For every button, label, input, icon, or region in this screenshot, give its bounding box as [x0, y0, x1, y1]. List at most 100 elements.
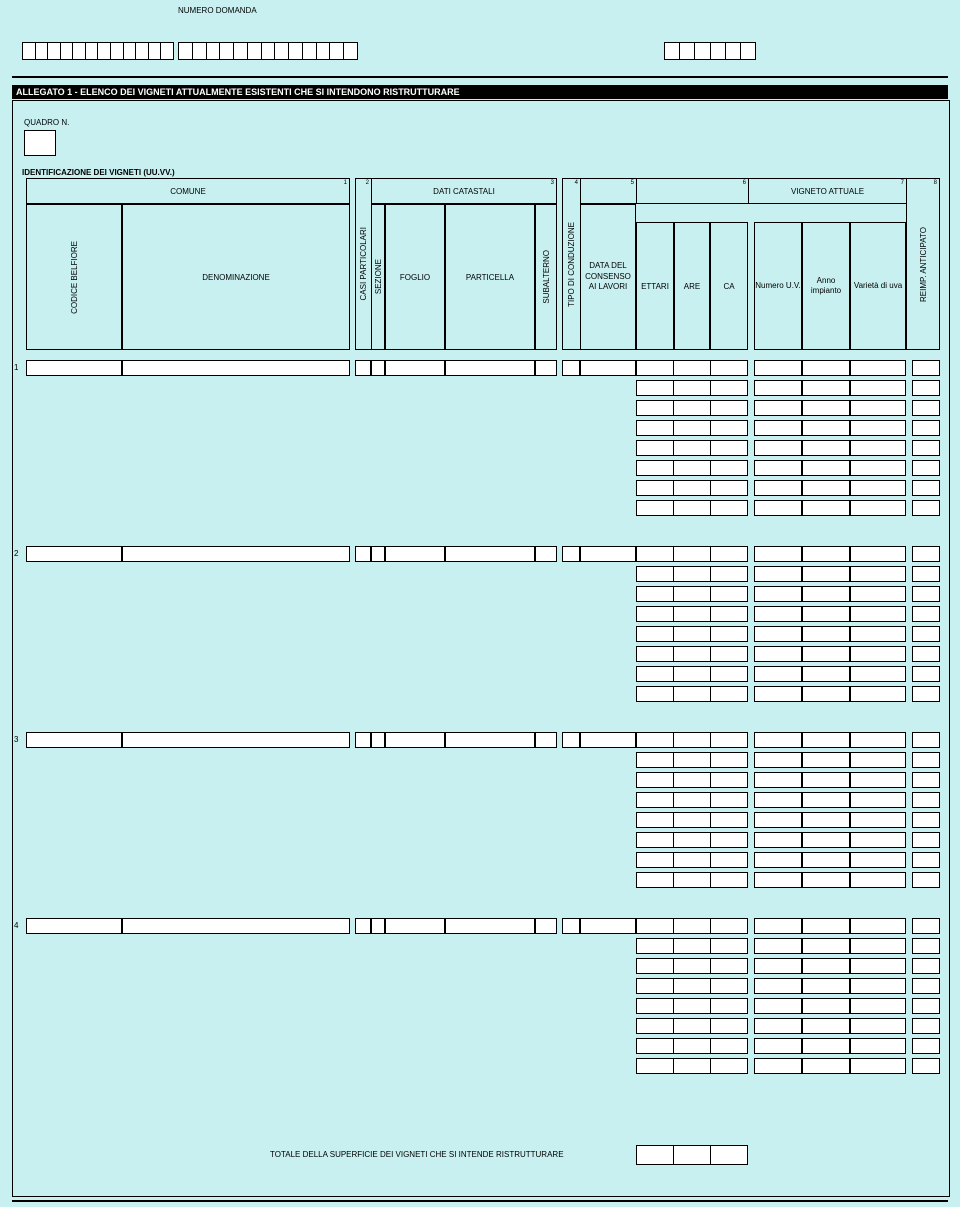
- data-cell-sub[interactable]: [754, 646, 802, 662]
- data-cell-sub[interactable]: [912, 566, 940, 582]
- data-cell[interactable]: [754, 732, 802, 748]
- data-cell-sub[interactable]: [802, 646, 850, 662]
- ettari-are-ca[interactable]: [636, 732, 748, 748]
- data-cell-sub[interactable]: [850, 1038, 906, 1054]
- data-cell-sub[interactable]: [912, 440, 940, 456]
- data-cell-sub[interactable]: [802, 566, 850, 582]
- data-cell-sub[interactable]: [912, 420, 940, 436]
- data-cell[interactable]: [850, 546, 906, 562]
- data-cell-sub[interactable]: [912, 460, 940, 476]
- data-cell-sub[interactable]: [912, 626, 940, 642]
- data-cell-sub[interactable]: [802, 792, 850, 808]
- ettari-are-ca-sub[interactable]: [636, 380, 748, 396]
- data-cell[interactable]: [122, 732, 350, 748]
- data-cell[interactable]: [385, 546, 445, 562]
- data-cell-sub[interactable]: [912, 772, 940, 788]
- data-cell-sub[interactable]: [802, 812, 850, 828]
- data-cell-sub[interactable]: [802, 400, 850, 416]
- top-box-3[interactable]: [664, 42, 756, 60]
- data-cell-sub[interactable]: [850, 812, 906, 828]
- data-cell[interactable]: [371, 732, 385, 748]
- data-cell-sub[interactable]: [754, 586, 802, 602]
- data-cell-sub[interactable]: [850, 500, 906, 516]
- data-cell[interactable]: [371, 546, 385, 562]
- data-cell-sub[interactable]: [912, 938, 940, 954]
- data-cell-sub[interactable]: [802, 872, 850, 888]
- data-cell[interactable]: [562, 546, 580, 562]
- data-cell[interactable]: [580, 918, 636, 934]
- data-cell-sub[interactable]: [912, 792, 940, 808]
- data-cell-sub[interactable]: [912, 666, 940, 682]
- data-cell-sub[interactable]: [850, 686, 906, 702]
- ettari-are-ca-sub[interactable]: [636, 666, 748, 682]
- data-cell[interactable]: [26, 546, 122, 562]
- data-cell[interactable]: [580, 546, 636, 562]
- data-cell-sub[interactable]: [802, 1058, 850, 1074]
- top-box-1[interactable]: [22, 42, 174, 60]
- ettari-are-ca-sub[interactable]: [636, 752, 748, 768]
- data-cell-sub[interactable]: [912, 1018, 940, 1034]
- data-cell-sub[interactable]: [754, 440, 802, 456]
- ettari-are-ca-sub[interactable]: [636, 1058, 748, 1074]
- data-cell-sub[interactable]: [802, 460, 850, 476]
- data-cell-sub[interactable]: [802, 420, 850, 436]
- ettari-are-ca-sub[interactable]: [636, 686, 748, 702]
- data-cell-sub[interactable]: [850, 872, 906, 888]
- data-cell-sub[interactable]: [912, 400, 940, 416]
- data-cell-sub[interactable]: [912, 1058, 940, 1074]
- data-cell[interactable]: [580, 360, 636, 376]
- data-cell-sub[interactable]: [754, 978, 802, 994]
- ettari-are-ca-sub[interactable]: [636, 400, 748, 416]
- data-cell-sub[interactable]: [802, 832, 850, 848]
- data-cell-sub[interactable]: [850, 606, 906, 622]
- data-cell-sub[interactable]: [754, 852, 802, 868]
- data-cell[interactable]: [371, 360, 385, 376]
- data-cell[interactable]: [580, 732, 636, 748]
- data-cell[interactable]: [802, 360, 850, 376]
- data-cell-sub[interactable]: [802, 938, 850, 954]
- data-cell-sub[interactable]: [850, 460, 906, 476]
- data-cell-sub[interactable]: [912, 586, 940, 602]
- data-cell-sub[interactable]: [850, 566, 906, 582]
- data-cell[interactable]: [562, 732, 580, 748]
- ettari-are-ca-sub[interactable]: [636, 420, 748, 436]
- data-cell[interactable]: [535, 546, 557, 562]
- data-cell-sub[interactable]: [850, 1058, 906, 1074]
- data-cell[interactable]: [850, 360, 906, 376]
- data-cell[interactable]: [385, 918, 445, 934]
- ettari-are-ca-sub[interactable]: [636, 646, 748, 662]
- data-cell-sub[interactable]: [912, 686, 940, 702]
- data-cell-sub[interactable]: [802, 978, 850, 994]
- data-cell-sub[interactable]: [912, 752, 940, 768]
- data-cell-sub[interactable]: [850, 978, 906, 994]
- data-cell-sub[interactable]: [754, 380, 802, 396]
- data-cell[interactable]: [912, 918, 940, 934]
- data-cell[interactable]: [355, 360, 371, 376]
- data-cell-sub[interactable]: [802, 752, 850, 768]
- data-cell-sub[interactable]: [754, 686, 802, 702]
- ettari-are-ca-sub[interactable]: [636, 958, 748, 974]
- data-cell-sub[interactable]: [850, 400, 906, 416]
- data-cell-sub[interactable]: [754, 812, 802, 828]
- ettari-are-ca-sub[interactable]: [636, 500, 748, 516]
- top-box-2[interactable]: [178, 42, 358, 60]
- data-cell[interactable]: [850, 918, 906, 934]
- data-cell-sub[interactable]: [754, 460, 802, 476]
- data-cell-sub[interactable]: [802, 586, 850, 602]
- data-cell[interactable]: [122, 918, 350, 934]
- ettari-are-ca-sub[interactable]: [636, 812, 748, 828]
- data-cell[interactable]: [535, 360, 557, 376]
- data-cell-sub[interactable]: [850, 938, 906, 954]
- data-cell-sub[interactable]: [850, 646, 906, 662]
- ettari-are-ca[interactable]: [636, 546, 748, 562]
- ettari-are-ca-sub[interactable]: [636, 460, 748, 476]
- data-cell-sub[interactable]: [850, 380, 906, 396]
- ettari-are-ca-sub[interactable]: [636, 566, 748, 582]
- data-cell-sub[interactable]: [802, 380, 850, 396]
- data-cell-sub[interactable]: [850, 666, 906, 682]
- data-cell-sub[interactable]: [850, 792, 906, 808]
- data-cell-sub[interactable]: [802, 852, 850, 868]
- data-cell-sub[interactable]: [850, 772, 906, 788]
- data-cell-sub[interactable]: [912, 606, 940, 622]
- data-cell[interactable]: [535, 918, 557, 934]
